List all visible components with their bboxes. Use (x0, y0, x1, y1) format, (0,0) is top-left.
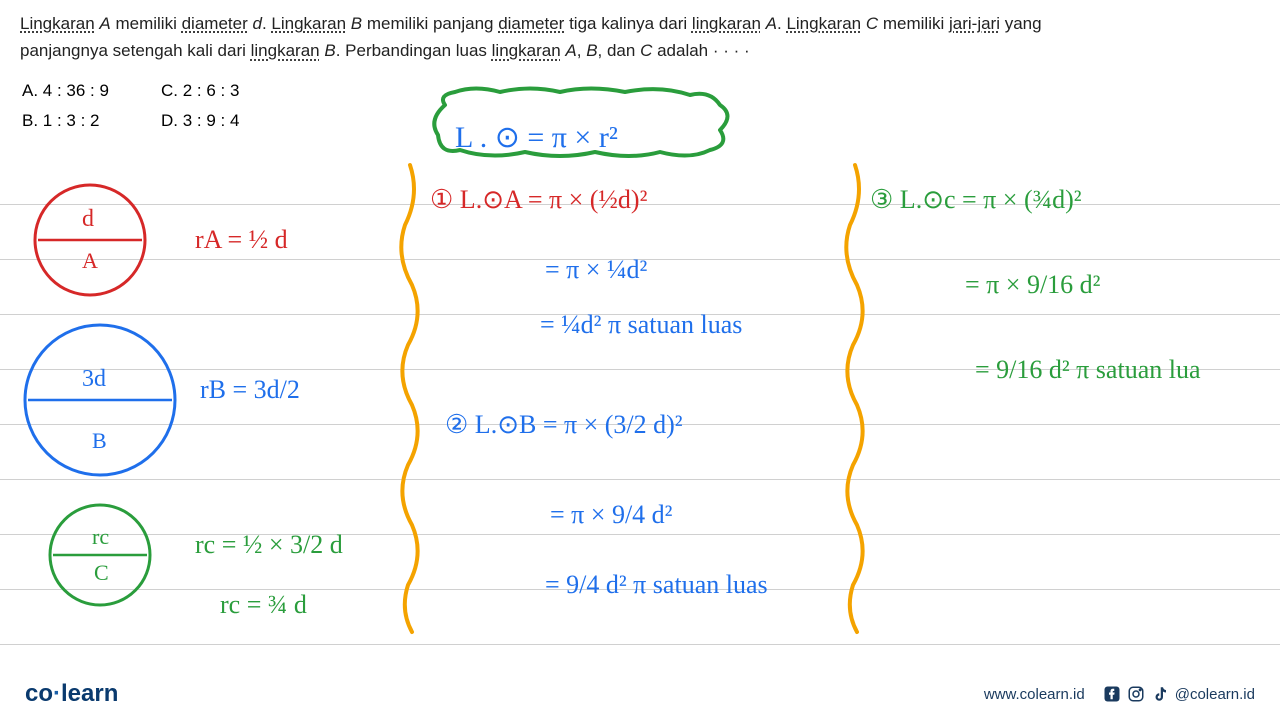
formula-main: L . ⊙ = π × r² (455, 120, 618, 155)
social-icons: @colearn.id (1103, 685, 1255, 703)
circle-b-d-label: 3d (82, 366, 106, 393)
formula-calc1_3: = ¼d² π satuan luas (540, 310, 742, 340)
formula-rB: rB = 3d/2 (200, 375, 300, 405)
formula-calc3_3: = 9/16 d² π satuan lua (975, 355, 1201, 385)
option-b: B. 1 : 3 : 2 (22, 107, 159, 135)
circle-c-name: C (94, 560, 109, 586)
formula-calc2_1: ② L.⊙B = π × (3/2 d)² (445, 410, 683, 440)
option-c: C. 2 : 6 : 3 (161, 77, 289, 105)
circle-b-name: B (92, 428, 107, 454)
social-handle: @colearn.id (1175, 686, 1255, 703)
footer-url: www.colearn.id (984, 686, 1085, 703)
wavy-divider-1 (401, 165, 417, 632)
formula-calc1_2: = π × ¼d² (545, 255, 647, 285)
option-d: D. 3 : 9 : 4 (161, 107, 289, 135)
facebook-icon (1103, 685, 1121, 703)
formula-calc1_1: ① L.⊙A = π × (½d)² (430, 185, 647, 215)
formula-calc2_2: = π × 9/4 d² (550, 500, 672, 530)
wavy-divider-2 (846, 165, 862, 632)
brand-logo: co·learn (25, 680, 118, 708)
tiktok-icon (1151, 685, 1169, 703)
formula-rA: rA = ½ d (195, 225, 288, 255)
formula-calc2_3: = 9/4 d² π satuan luas (545, 570, 768, 600)
answer-options: A. 4 : 36 : 9 C. 2 : 6 : 3 B. 1 : 3 : 2 … (20, 75, 291, 137)
question-text: Lingkaran A memiliki diameter d. Lingkar… (20, 10, 1260, 64)
formula-rC2: rc = ¾ d (220, 590, 307, 620)
circle-a-name: A (82, 248, 98, 274)
formula-calc3_2: = π × 9/16 d² (965, 270, 1100, 300)
instagram-icon (1127, 685, 1145, 703)
formula-rC1: rc = ½ × 3/2 d (195, 530, 343, 560)
formula-calc3_1: ③ L.⊙c = π × (¾d)² (870, 185, 1082, 215)
option-a: A. 4 : 36 : 9 (22, 77, 159, 105)
circle-a-d-label: d (82, 206, 94, 233)
circle-c-d-label: rc (92, 524, 109, 550)
footer: co·learn www.colearn.id @colearn.id (0, 680, 1280, 708)
